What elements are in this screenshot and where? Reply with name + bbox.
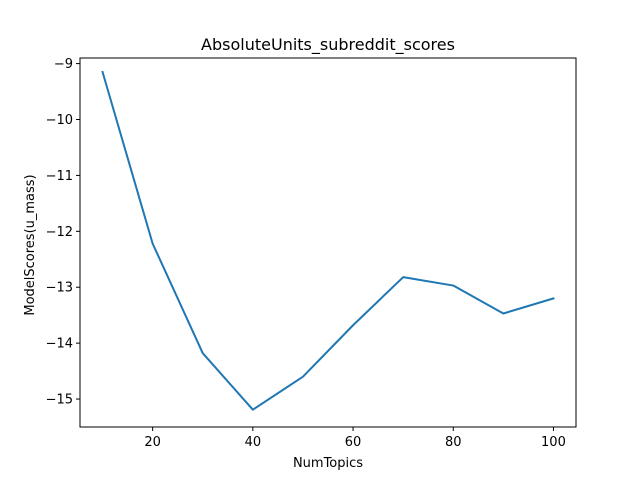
y-tick-label: −12 bbox=[46, 225, 73, 240]
data-point bbox=[502, 313, 504, 315]
x-tick-label: 20 bbox=[144, 435, 161, 450]
x-tick-label: 40 bbox=[245, 435, 262, 450]
data-point bbox=[302, 376, 304, 378]
x-tick-label: 60 bbox=[345, 435, 362, 450]
x-tick-label: 100 bbox=[541, 435, 566, 450]
y-tick-label: −15 bbox=[46, 393, 73, 408]
plot-area: 20 40 60 80 100 −15 −14 −13 −12 −11 −10 −9 bbox=[46, 57, 577, 450]
x-tick-label: 80 bbox=[445, 435, 462, 450]
axes-frame bbox=[79, 57, 577, 428]
data-point bbox=[152, 243, 154, 245]
data-point bbox=[402, 276, 404, 278]
y-axis-label: ModelScores(u_mass) bbox=[23, 174, 38, 315]
data-point bbox=[352, 324, 354, 326]
y-tick-label: −9 bbox=[54, 57, 73, 72]
data-point bbox=[102, 71, 104, 73]
chart-title: AbsoluteUnits_subreddit_scores bbox=[201, 35, 455, 55]
y-tick-label: −14 bbox=[46, 337, 73, 352]
data-point bbox=[452, 285, 454, 287]
y-tick-label: −13 bbox=[46, 281, 73, 296]
x-axis-label: NumTopics bbox=[293, 456, 363, 471]
data-point bbox=[552, 297, 554, 299]
data-point bbox=[202, 352, 204, 354]
series-line bbox=[101, 70, 555, 411]
y-tick-label: −11 bbox=[46, 169, 73, 184]
data-point bbox=[252, 409, 254, 411]
y-tick-label: −10 bbox=[46, 113, 73, 128]
